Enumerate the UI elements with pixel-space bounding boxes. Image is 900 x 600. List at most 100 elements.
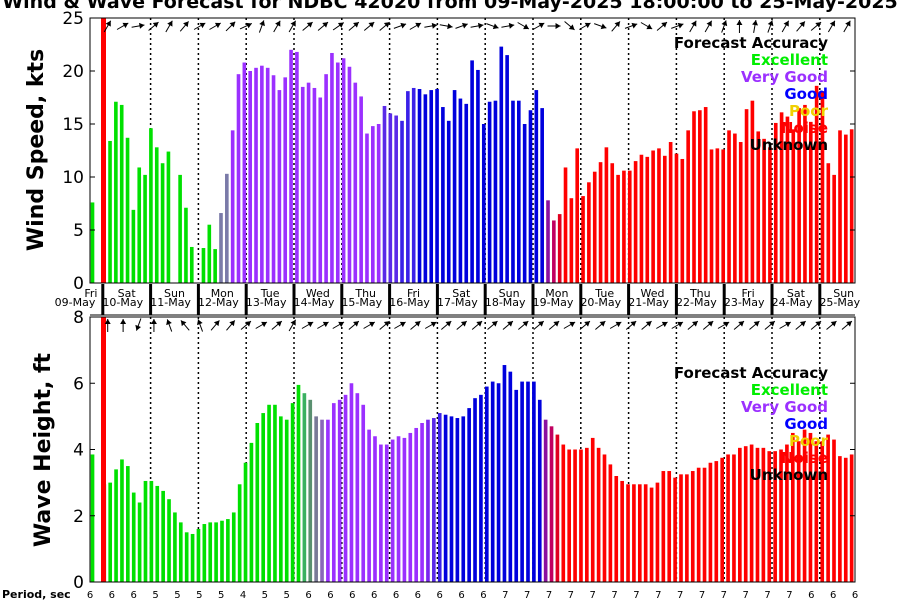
date-label: 12-May <box>198 296 239 309</box>
bar <box>528 110 533 283</box>
bar <box>353 82 358 283</box>
bar <box>844 134 848 283</box>
direction-arrow <box>689 20 697 33</box>
y-tick-label: 15 <box>62 115 84 135</box>
bar <box>838 456 842 582</box>
bar <box>773 451 777 582</box>
legend-entry: Unknown <box>750 136 828 154</box>
bar <box>455 418 460 582</box>
bar <box>673 477 677 582</box>
date-label: 19-May <box>533 296 574 309</box>
bar <box>417 89 422 284</box>
bar <box>555 434 560 582</box>
direction-arrow <box>517 22 530 30</box>
day-label: Fri <box>407 287 420 300</box>
bar <box>90 202 95 283</box>
bar <box>714 461 719 582</box>
bar <box>692 111 696 283</box>
direction-arrow <box>180 320 190 331</box>
bar <box>633 161 638 283</box>
direction-arrow <box>410 320 421 330</box>
bar <box>161 490 165 582</box>
direction-arrow <box>317 21 329 31</box>
date-label: 25-May <box>819 296 860 309</box>
now-marker <box>101 317 106 582</box>
bar <box>208 522 213 582</box>
bar <box>522 124 527 283</box>
direction-arrow <box>736 20 743 33</box>
period-value: 6 <box>131 590 137 600</box>
bar <box>376 124 381 283</box>
bar <box>667 471 672 582</box>
bar <box>785 116 790 283</box>
period-value: 7 <box>743 590 749 600</box>
direction-arrow <box>502 320 514 330</box>
period-value: 6 <box>480 590 486 600</box>
period-value: 6 <box>327 590 333 600</box>
bar <box>300 86 305 284</box>
day-label: Thu <box>354 287 376 300</box>
bar <box>314 416 318 582</box>
legend-entry: Good <box>784 85 828 103</box>
bar <box>557 214 562 283</box>
bar <box>408 432 413 582</box>
bar <box>832 439 836 582</box>
bar <box>808 121 813 283</box>
bar <box>637 484 642 582</box>
bar <box>265 67 270 283</box>
legend-entry: Excellent <box>751 381 828 399</box>
legend-entry: Noise <box>781 449 828 467</box>
bar <box>487 101 492 284</box>
direction-arrow <box>348 21 360 31</box>
bar <box>490 381 495 582</box>
period-value: 5 <box>174 590 180 600</box>
bar <box>476 69 480 283</box>
bar <box>499 46 504 284</box>
bar <box>791 129 796 283</box>
direction-arrow <box>564 21 575 31</box>
bar <box>446 120 451 283</box>
bar <box>481 124 486 283</box>
period-value: 7 <box>546 590 552 600</box>
direction-arrow <box>166 319 173 332</box>
bar <box>149 480 154 582</box>
bar <box>260 65 264 283</box>
direction-arrow <box>501 22 515 29</box>
direction-arrow <box>103 20 112 33</box>
wind-speed-panel: 0 5 10 15 20 25 Wind Speed, kts <box>24 9 856 294</box>
bar <box>575 148 580 283</box>
bar <box>698 110 702 283</box>
date-label: 20-May <box>580 296 621 309</box>
day-boundary <box>292 284 296 315</box>
direction-arrow <box>547 23 561 29</box>
direction-arrow <box>810 320 822 330</box>
bar <box>120 459 124 582</box>
bar <box>320 419 324 582</box>
bar <box>273 404 277 582</box>
date-label: 14-May <box>294 296 335 309</box>
bar <box>661 471 666 582</box>
bar <box>296 384 301 582</box>
period-value: 7 <box>699 590 705 600</box>
bar <box>755 447 760 582</box>
bar <box>423 94 428 283</box>
bar <box>326 419 330 582</box>
bar <box>526 381 530 582</box>
wave-height-axis-label: Wave Height, ft <box>31 352 56 547</box>
bar <box>302 393 307 582</box>
bar <box>143 174 147 283</box>
y-tick-label: 5 <box>73 221 84 241</box>
bar <box>690 471 695 582</box>
y-tick-label: 0 <box>73 274 84 294</box>
date-label: 22-May <box>676 296 717 309</box>
bar <box>808 432 813 582</box>
bar <box>283 77 288 283</box>
bar <box>420 423 424 582</box>
bar <box>502 365 507 582</box>
bar <box>626 484 630 582</box>
bar <box>108 140 112 283</box>
bar <box>627 170 632 283</box>
direction-arrow <box>148 21 159 31</box>
y-tick-label: 25 <box>62 9 84 29</box>
